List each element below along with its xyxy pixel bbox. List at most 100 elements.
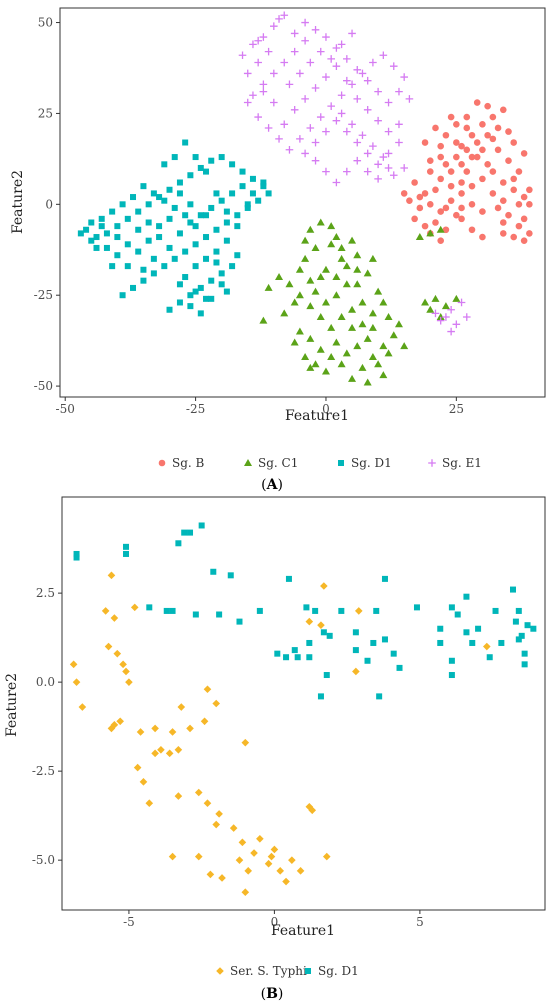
panel-b-point-0-5 bbox=[110, 614, 119, 622]
panel-a-point-2-3 bbox=[114, 223, 121, 230]
panel-a-point-2-66 bbox=[156, 234, 163, 241]
panel-a-point-0-36 bbox=[510, 139, 518, 146]
panel-a-point-1-0 bbox=[306, 225, 315, 233]
panel-a-point-0-21 bbox=[421, 139, 429, 146]
panel-a-point-3-92 bbox=[442, 313, 450, 321]
panel-b-point-0-25 bbox=[165, 749, 174, 758]
panel-b-point-1-39 bbox=[381, 575, 388, 582]
panel-a-chart: -50 -25 0 25 -50 -25 0 25 50 Feature1 Feature2 S… bbox=[10, 7, 546, 493]
panel-b-point-0-2 bbox=[78, 703, 87, 711]
panel-a-point-3-13 bbox=[290, 47, 299, 56]
panel-a-point-2-35 bbox=[187, 292, 194, 299]
panel-a-point-1-16 bbox=[374, 287, 383, 295]
panel-a-point-2-59 bbox=[77, 230, 84, 237]
panel-a-point-1-36 bbox=[384, 313, 393, 321]
panel-b-point-0-17 bbox=[168, 728, 177, 736]
panel-a-point-2-44 bbox=[192, 263, 199, 270]
panel-a-point-2-29 bbox=[150, 270, 157, 277]
panel-a-point-2-39 bbox=[229, 263, 236, 270]
panel-a-point-0-10 bbox=[520, 193, 528, 201]
panel-a-point-3-60 bbox=[311, 156, 320, 165]
panel-a-point-1-60 bbox=[259, 316, 268, 324]
panel-a-point-3-50 bbox=[395, 138, 403, 147]
panel-a-point-2-20 bbox=[244, 204, 251, 211]
panel-a-point-2-63 bbox=[109, 263, 116, 270]
panel-a-point-2-25 bbox=[192, 241, 199, 248]
panel-a-label-open: ( bbox=[261, 477, 266, 493]
panel-a-point-1-1 bbox=[316, 218, 325, 226]
panel-a-point-0-78 bbox=[520, 237, 528, 244]
panel-b-point-0-35 bbox=[212, 820, 221, 829]
panel-b-point-1-2 bbox=[123, 543, 130, 550]
panel-a-point-2-75 bbox=[249, 190, 256, 197]
panel-a-point-0-38 bbox=[458, 179, 465, 186]
panel-a-point-0-55 bbox=[499, 197, 507, 204]
panel-a-point-3-4 bbox=[275, 15, 283, 23]
panel-a-point-0-14 bbox=[494, 204, 502, 212]
panel-a-point-1-57 bbox=[290, 338, 299, 346]
panel-b-point-1-54 bbox=[512, 618, 519, 625]
panel-a-point-0-12 bbox=[515, 222, 523, 230]
panel-b-point-0-30 bbox=[174, 792, 183, 800]
panel-a-point-3-81 bbox=[369, 142, 377, 150]
panel-b-point-0-11 bbox=[125, 678, 133, 686]
panel-a-point-2-77 bbox=[244, 201, 251, 208]
panel-a-point-0-32 bbox=[453, 121, 460, 128]
panel-a-point-3-43 bbox=[322, 73, 330, 81]
panel-b-x-tick-label-2: 5 bbox=[416, 915, 424, 929]
panel-b-point-1-26 bbox=[320, 629, 327, 636]
panel-a-point-3-21 bbox=[374, 87, 382, 96]
panel-a-point-1-56 bbox=[301, 353, 310, 361]
panel-a-point-3-32 bbox=[316, 113, 325, 121]
panel-b-point-1-56 bbox=[521, 661, 528, 668]
panel-b-point-1-32 bbox=[352, 629, 359, 636]
panel-b-x-tick-label-1: 0 bbox=[271, 915, 279, 929]
panel-a-point-1-73 bbox=[441, 302, 450, 310]
panel-a-point-3-16 bbox=[322, 33, 330, 41]
panel-a-series-2 bbox=[77, 139, 272, 317]
panel-a-point-2-4 bbox=[124, 215, 131, 222]
panel-a-point-0-61 bbox=[442, 161, 450, 168]
panel-b-point-1-12 bbox=[169, 607, 176, 614]
panel-a-point-3-78 bbox=[337, 109, 346, 118]
panel-a-point-0-48 bbox=[510, 233, 518, 241]
panel-a-point-0-39 bbox=[447, 182, 455, 190]
panel-b-point-1-10 bbox=[146, 604, 153, 611]
panel-a-point-0-30 bbox=[473, 99, 481, 106]
panel-b-point-0-42 bbox=[235, 856, 244, 864]
panel-a-point-3-10 bbox=[259, 80, 268, 89]
panel-b-y-axis-label: Feature2 bbox=[4, 673, 20, 737]
panel-a-point-2-105 bbox=[150, 255, 157, 262]
panel-b-point-1-18 bbox=[294, 654, 301, 661]
panel-a-point-3-2 bbox=[259, 33, 268, 41]
panel-a-point-0-73 bbox=[442, 204, 450, 212]
panel-a-point-2-1 bbox=[93, 234, 100, 241]
panel-a-point-1-65 bbox=[306, 363, 315, 371]
panel-a-point-3-36 bbox=[275, 135, 283, 143]
panel-a-point-2-24 bbox=[203, 234, 210, 241]
panel-a-point-3-95 bbox=[462, 313, 471, 321]
panel-a-point-2-26 bbox=[182, 248, 189, 255]
panel-a-point-0-85 bbox=[468, 153, 476, 161]
panel-a-point-1-21 bbox=[337, 313, 346, 321]
panel-a-point-2-10 bbox=[187, 172, 194, 179]
panel-b-point-0-59 bbox=[317, 621, 325, 629]
panel-a-point-1-51 bbox=[374, 360, 383, 368]
panel-b-x-tick-label-0: -5 bbox=[123, 915, 135, 929]
panel-a-point-3-58 bbox=[311, 138, 320, 147]
panel-a-point-0-84 bbox=[437, 142, 444, 150]
panel-b-point-0-18 bbox=[177, 703, 186, 711]
panel-a-point-1-13 bbox=[342, 262, 351, 270]
panel-a-point-2-31 bbox=[130, 284, 137, 291]
panel-a-point-3-19 bbox=[353, 66, 362, 74]
panel-a-point-3-89 bbox=[301, 18, 309, 27]
panel-b-point-0-53 bbox=[305, 802, 314, 811]
panel-a-point-3-65 bbox=[363, 167, 372, 176]
panel-a-point-3-82 bbox=[379, 153, 388, 161]
panel-a-legend-key-2 bbox=[338, 460, 344, 466]
panel-b-point-1-53 bbox=[509, 586, 516, 593]
panel-a-point-3-31 bbox=[327, 102, 335, 110]
panel-a-point-2-106 bbox=[140, 266, 147, 273]
panel-b-point-0-12 bbox=[116, 717, 124, 726]
